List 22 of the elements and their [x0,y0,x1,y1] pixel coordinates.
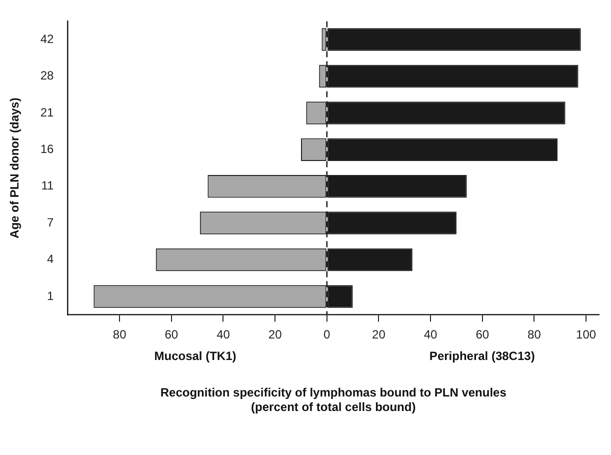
text: Mucosal (TK1) [154,349,236,364]
x-tick-label: 100 [576,327,596,342]
y-tick-label: 21 [40,105,54,120]
x-tick-label: 80 [528,327,542,342]
x-tick-label: 60 [476,327,490,342]
y-tick-label: 7 [47,215,54,230]
x-tick-label: 60 [164,327,178,342]
x-tick-label: 40 [424,327,438,342]
text: Peripheral (38C13) [429,349,535,364]
x-tick-label: 20 [268,327,282,342]
y-tick-label: 11 [41,178,54,193]
x-tick-label: 0 [324,327,331,342]
y-axis-title: Age of PLN donor (days) [8,98,22,238]
y-tick-label: 16 [40,142,54,156]
y-tick-label: 4 [47,252,54,266]
x-tick-label: 40 [216,327,230,342]
x-axis-title: Recognition specificity of lymphomas bound to PLN venules (percent of total cells bound) [160,386,507,414]
x-tick-label: 20 [372,327,386,342]
x-tick-label: 80 [112,327,127,342]
y-tick-label: 28 [40,68,54,83]
y-tick-label: 42 [40,32,54,46]
y-tick-label: 1 [47,288,54,303]
